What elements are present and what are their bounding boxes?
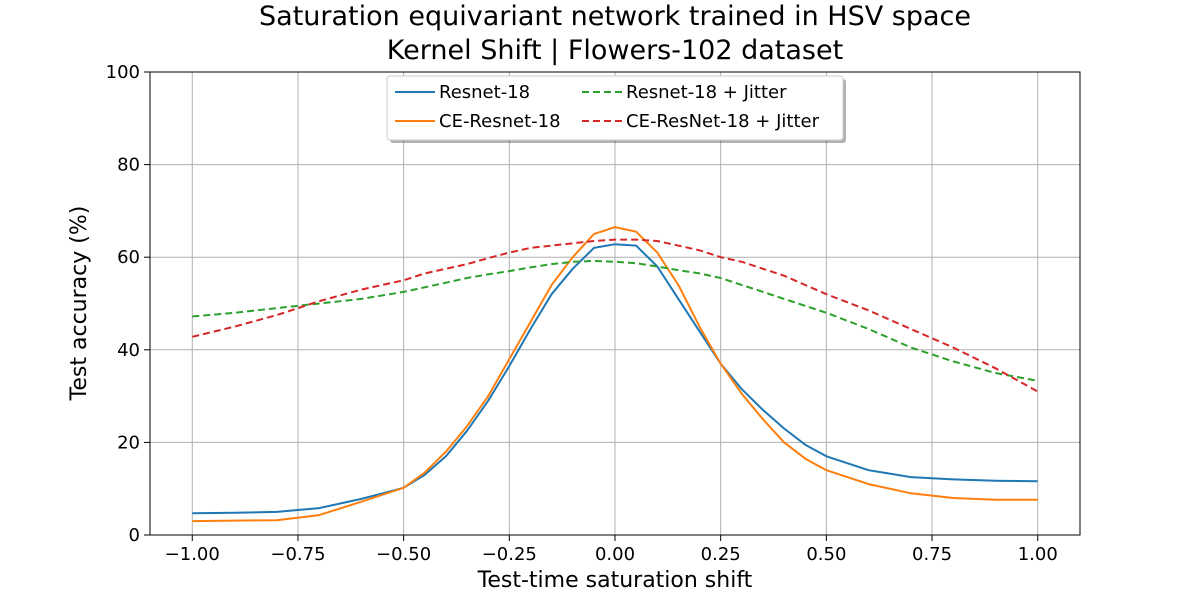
legend-label-1: CE-Resnet-18 — [439, 111, 561, 132]
x-tick-label: −1.00 — [165, 544, 220, 565]
x-tick-label: −0.75 — [270, 544, 325, 565]
series-line-2 — [192, 259, 1038, 382]
series-line-1 — [192, 226, 1038, 523]
legend-label-0: Resnet-18 — [439, 82, 530, 103]
ticks: −1.00 −0.75 −0.50 −0.25 0.00 0.25 0.50 0.75 1.00… — [106, 62, 1058, 565]
x-axis-label: Test-time saturation shift — [477, 568, 753, 593]
legend-label-3: CE-ResNet-18 + Jitter — [626, 111, 820, 132]
y-axis-label: Test accuracy (%) — [67, 206, 92, 402]
x-tick-label: 0.25 — [701, 544, 741, 565]
x-tick-label: 1.00 — [1018, 544, 1058, 565]
y-tick-label: 100 — [106, 62, 140, 83]
y-tick-label: 40 — [117, 340, 140, 361]
y-tick-label: 80 — [117, 155, 140, 176]
legend-label-2: Resnet-18 + Jitter — [626, 82, 787, 103]
x-tick-label: −0.50 — [376, 544, 431, 565]
legend: Resnet-18 CE-Resnet-18 Resnet-18 + Jitter C… — [386, 75, 846, 143]
x-tick-label: 0.50 — [806, 544, 846, 565]
y-tick-label: 60 — [117, 247, 140, 268]
x-tick-label: 0.75 — [912, 544, 952, 565]
legend-box — [386, 75, 844, 141]
y-tick-label: 20 — [117, 432, 140, 453]
chart-title: Saturation equivariant network trained i… — [259, 1, 971, 32]
series-layer — [192, 226, 1039, 523]
x-tick-label: −0.25 — [482, 544, 537, 565]
series-line-3 — [192, 238, 1039, 393]
y-tick-label: 0 — [129, 525, 140, 546]
x-tick-label: 0.00 — [595, 544, 635, 565]
chart-subtitle: Kernel Shift | Flowers-102 dataset — [387, 35, 843, 66]
